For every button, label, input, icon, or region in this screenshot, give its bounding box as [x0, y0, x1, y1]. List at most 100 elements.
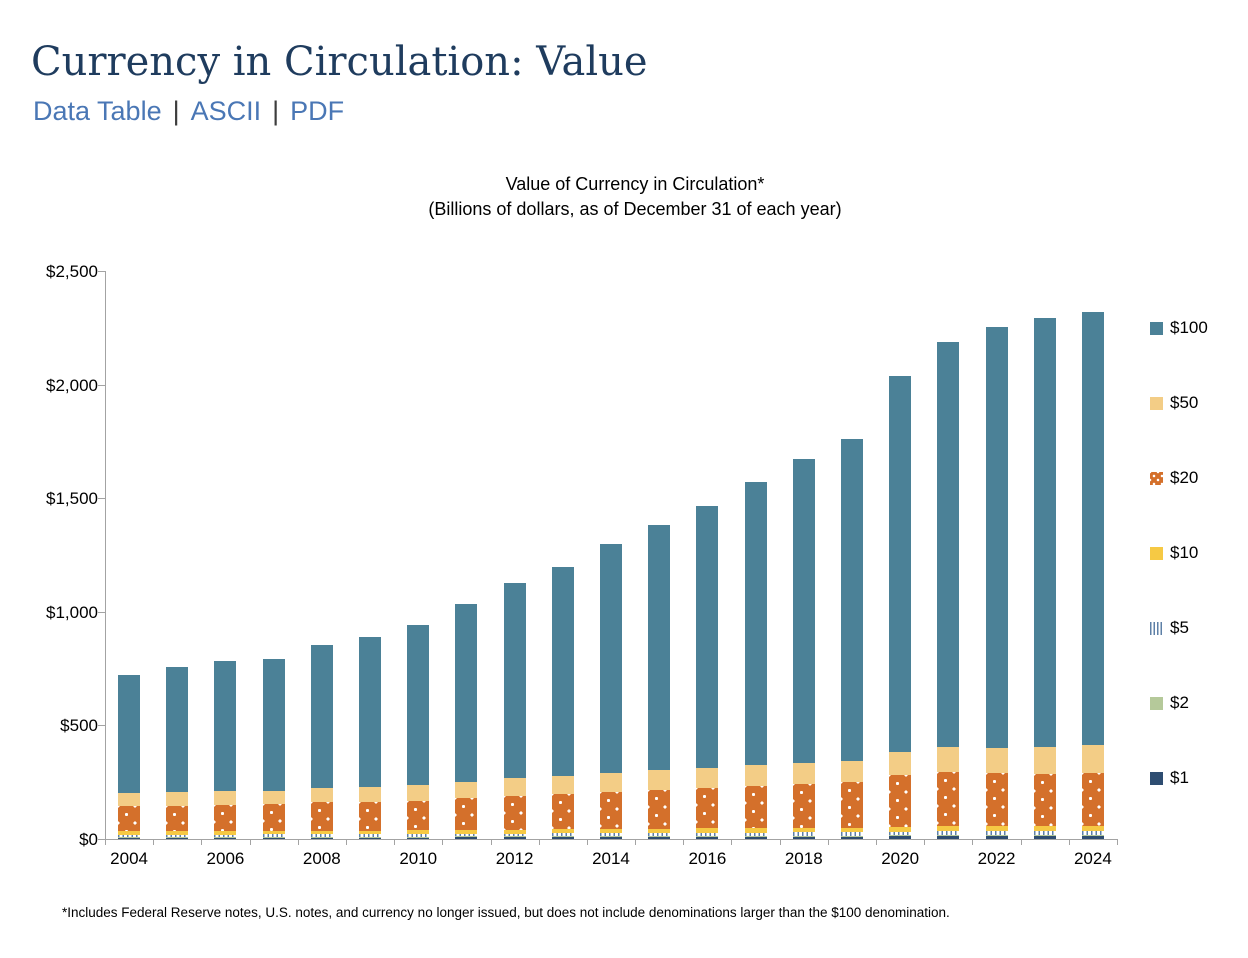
x-axis-tick [1068, 839, 1070, 845]
bar-2021-segment-5 [937, 831, 960, 836]
bar-2012-segment-5 [503, 833, 526, 837]
bar-2015-segment-50 [648, 770, 671, 790]
legend-swatch-2 [1150, 696, 1163, 710]
bar-2024-segment-50 [1081, 745, 1104, 774]
bar-2008 [310, 0, 333, 839]
link-ascii[interactable]: ASCII [190, 96, 262, 126]
bar-2015-segment-100 [648, 525, 671, 771]
x-axis-tick [105, 839, 106, 845]
bar-2010-segment-20 [407, 800, 430, 831]
bar-2014-segment-20 [599, 791, 622, 829]
bar-2004 [118, 0, 141, 839]
bar-2015-segment-20 [648, 789, 671, 829]
bar-2020-segment-20 [889, 775, 912, 827]
legend-swatch-50 [1150, 396, 1163, 410]
x-axis-tick [249, 839, 251, 845]
legend-label-10: $10 [1170, 543, 1199, 562]
bar-2020-segment-10 [889, 826, 912, 832]
bar-2014 [599, 0, 622, 839]
bar-2024 [1081, 0, 1104, 839]
bar-2016-segment-50 [696, 767, 719, 788]
bar-2018-segment-1 [792, 836, 815, 839]
bar-2021-segment-2 [937, 835, 960, 836]
bar-2016-segment-10 [696, 828, 719, 833]
bar-2019-segment-5 [840, 832, 863, 836]
bar-2015-segment-1 [648, 836, 671, 839]
legend-swatch-1 [1150, 771, 1163, 785]
x-axis-tick [972, 839, 974, 845]
bar-2024-segment-10 [1081, 825, 1104, 831]
bar-2012-segment-100 [503, 582, 526, 779]
y-axis-label: $1,500 [46, 489, 98, 509]
bar-2019-segment-1 [840, 836, 863, 839]
x-axis-label-2018: 2018 [784, 849, 823, 868]
bar-2017-segment-10 [744, 828, 767, 833]
bar-2023-segment-50 [1033, 747, 1056, 774]
bar-2017-segment-20 [744, 785, 767, 829]
bar-2022-segment-1 [985, 835, 1008, 839]
bar-2020-segment-5 [889, 831, 912, 836]
chart-title: Value of Currency in Circulation* [505, 174, 765, 194]
bar-2006-segment-10 [214, 831, 237, 835]
bar-2009-segment-10 [359, 830, 382, 835]
x-axis-tick [683, 839, 685, 845]
bar-2018-segment-10 [792, 827, 815, 833]
bar-2022-segment-100 [985, 326, 1008, 748]
bar-2020-segment-50 [889, 751, 912, 776]
bar-2018-segment-100 [792, 459, 815, 764]
bar-2018-segment-50 [792, 763, 815, 784]
legend-label-50: $50 [1170, 393, 1199, 412]
bar-2010-segment-50 [407, 785, 430, 801]
legend-item-50: $50 [1150, 393, 1198, 413]
bar-2011-segment-20 [455, 798, 478, 831]
bar-2024-segment-1 [1081, 835, 1104, 839]
bar-2006-segment-20 [214, 804, 237, 832]
legend-swatch-5 [1150, 621, 1163, 635]
bar-2007-segment-10 [262, 830, 285, 835]
bar-2021 [937, 0, 960, 839]
bar-2016-segment-2 [696, 835, 719, 837]
bar-2005-segment-5 [166, 834, 189, 837]
bar-2016-segment-20 [696, 787, 719, 829]
bar-2011-segment-10 [455, 830, 478, 834]
x-axis-tick [490, 839, 492, 845]
y-axis [105, 271, 106, 839]
bar-2013-segment-1 [551, 836, 574, 839]
legend-label-100: $100 [1170, 318, 1208, 337]
bar-2006-segment-50 [214, 791, 237, 805]
bar-2017-segment-100 [744, 482, 767, 766]
bar-2006-segment-5 [214, 834, 237, 837]
y-axis-tick [98, 839, 105, 840]
bar-2006-segment-1 [214, 837, 237, 839]
bar-2008-segment-20 [310, 802, 333, 831]
bar-2023-segment-10 [1033, 825, 1056, 832]
y-axis-tick [98, 498, 105, 500]
chart-title-block: Value of Currency in Circulation* (Billi… [120, 172, 1150, 222]
x-axis-tick [827, 839, 829, 845]
bar-2019-segment-20 [840, 781, 863, 828]
bar-2005-segment-20 [166, 805, 189, 832]
x-axis-label-2022: 2022 [977, 849, 1016, 868]
bar-2007-segment-50 [262, 790, 285, 805]
bar-2008-segment-100 [310, 645, 333, 788]
bar-2014-segment-1 [599, 836, 622, 839]
bar-2013 [551, 0, 574, 839]
legend-item-1: $1 [1150, 768, 1189, 788]
legend-item-20: $20 [1150, 468, 1198, 488]
link-pdf[interactable]: PDF [290, 96, 345, 126]
bar-2015-segment-10 [648, 828, 671, 833]
bar-2015 [648, 0, 671, 839]
bar-2005-segment-50 [166, 791, 189, 806]
bar-2017-segment-2 [744, 835, 767, 837]
link-data-table[interactable]: Data Table [33, 96, 162, 126]
bar-2017-segment-5 [744, 832, 767, 836]
bar-2021-segment-100 [937, 342, 960, 747]
bar-2007-segment-20 [262, 804, 285, 831]
bar-2009-segment-50 [359, 786, 382, 802]
x-axis-label-2016: 2016 [688, 849, 727, 868]
legend-item-2: $2 [1150, 693, 1189, 713]
bar-2011-segment-5 [455, 833, 478, 837]
y-axis-label: $0 [79, 830, 98, 849]
x-axis-tick [538, 839, 540, 845]
x-axis-label-2006: 2006 [206, 849, 245, 868]
